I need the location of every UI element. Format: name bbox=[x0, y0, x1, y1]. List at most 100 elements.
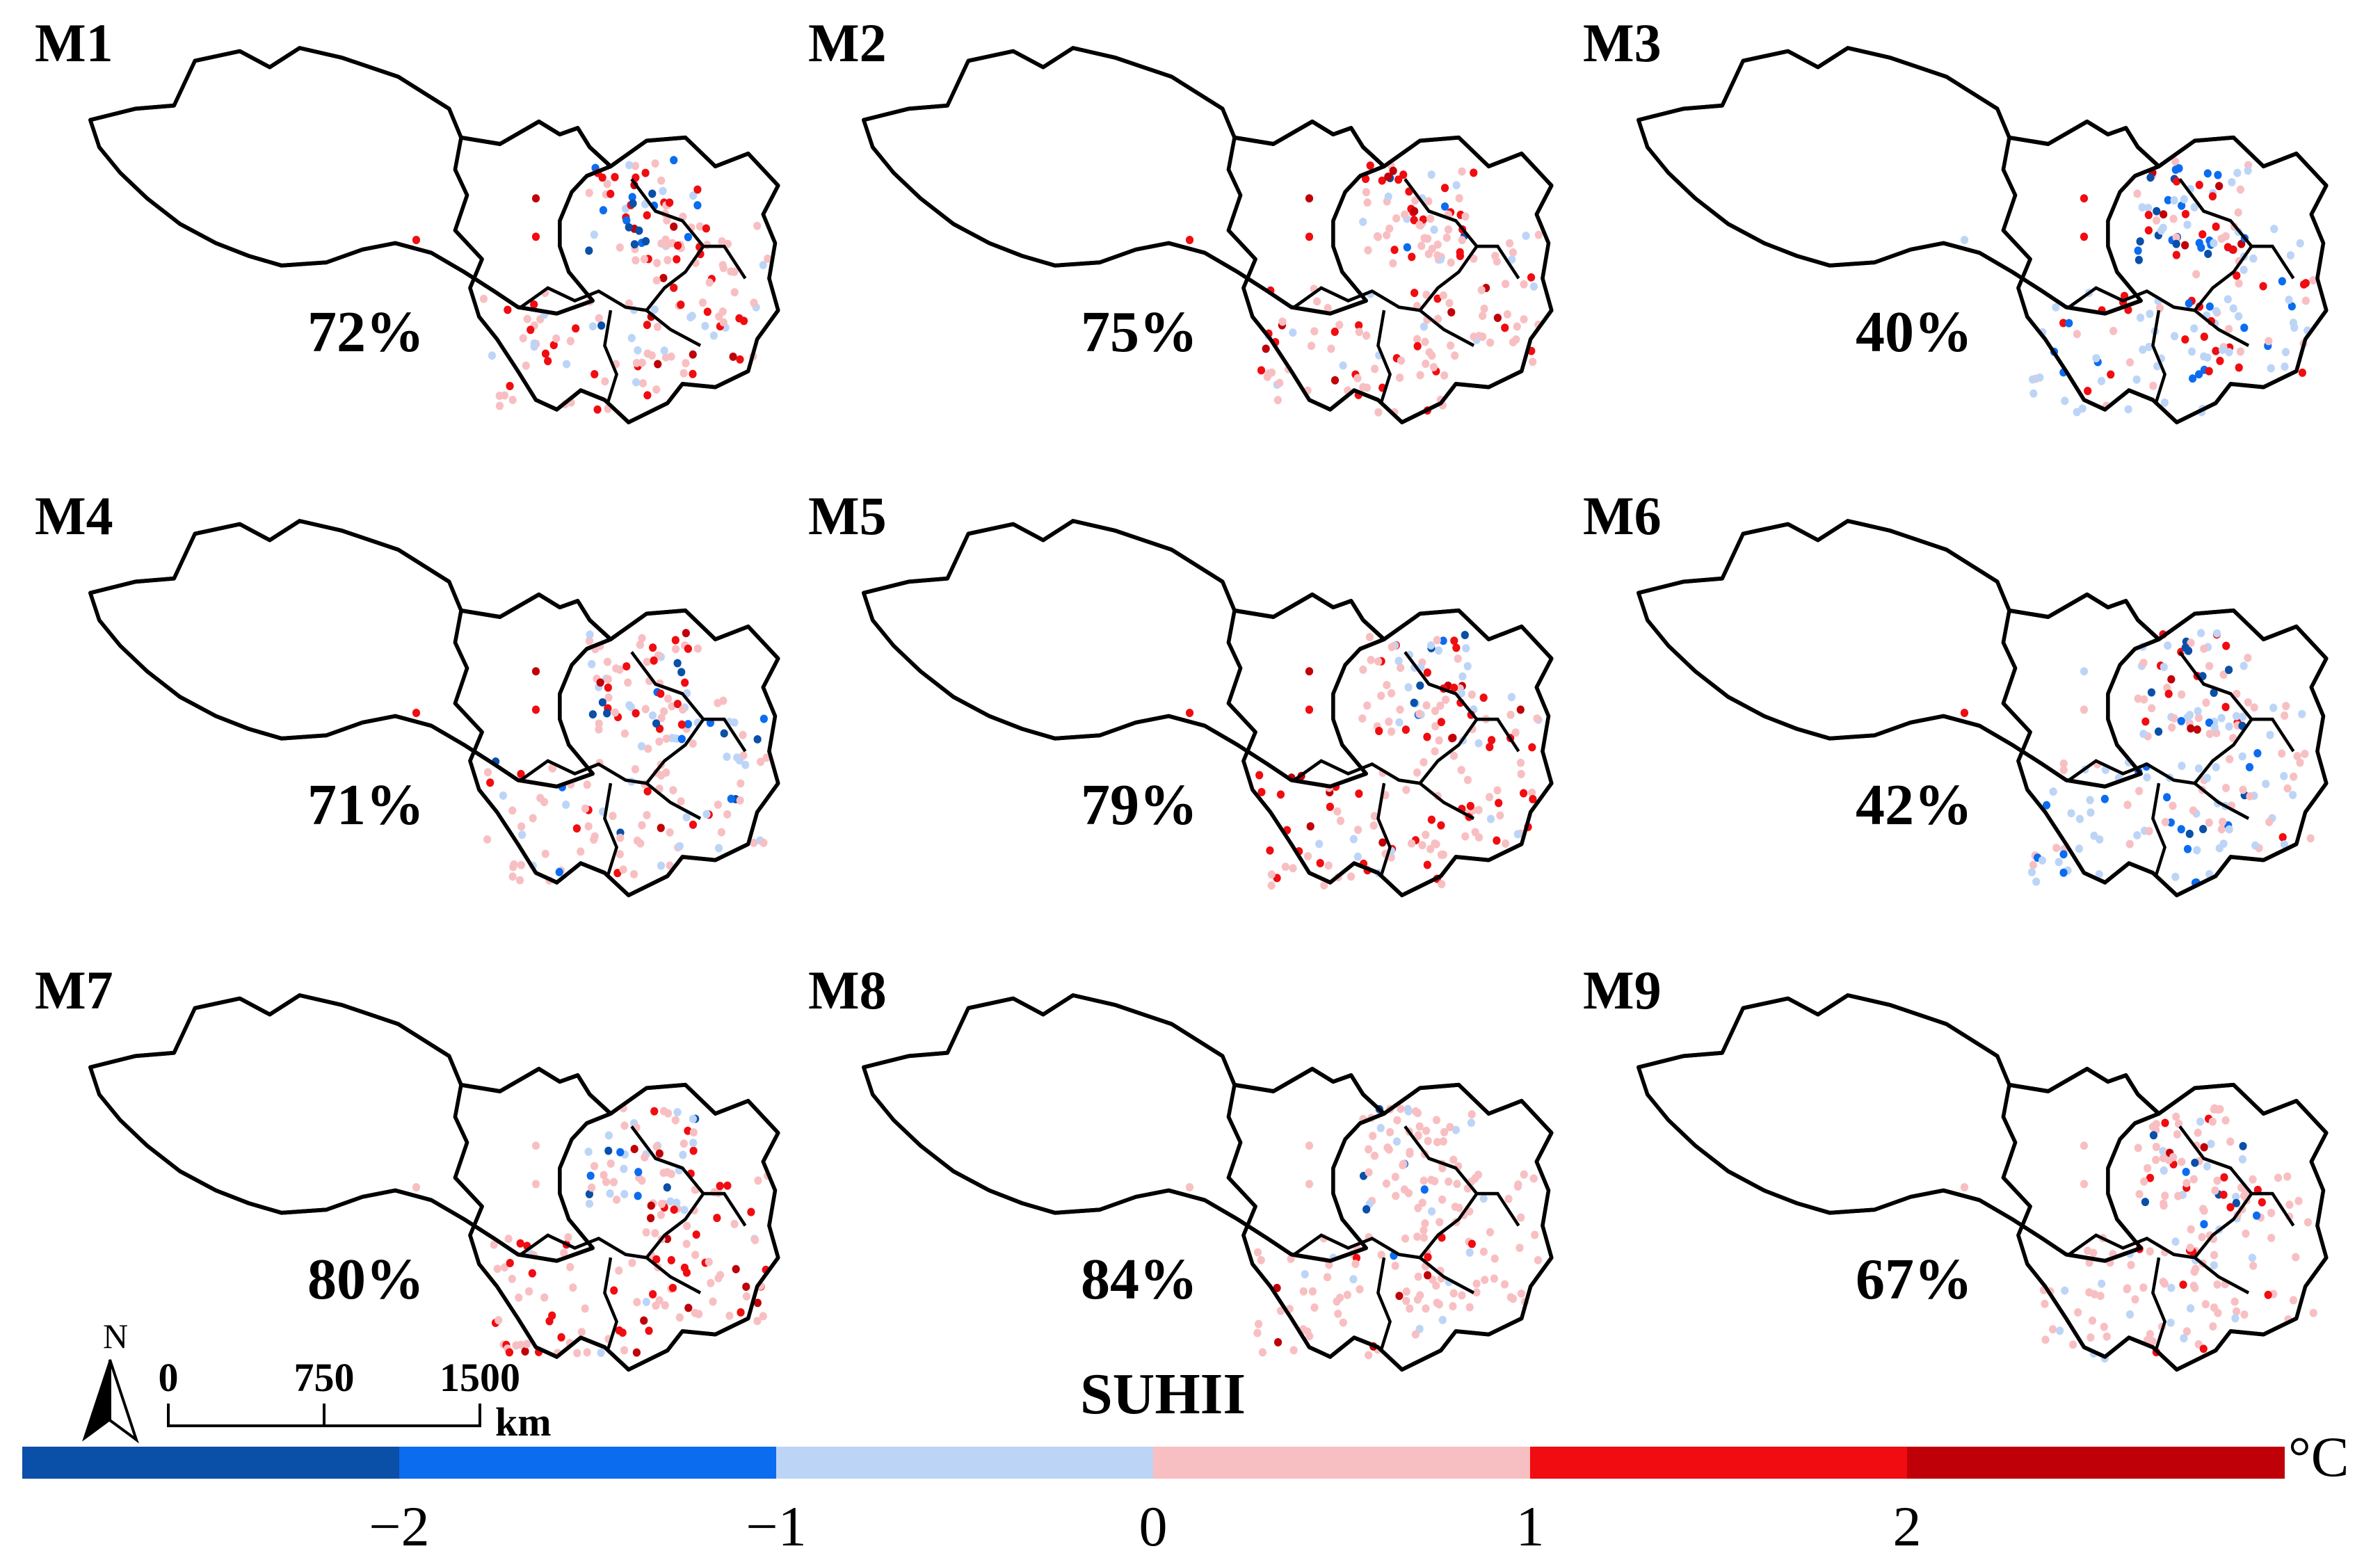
city-point bbox=[640, 255, 648, 264]
city-point bbox=[1435, 1300, 1443, 1309]
colorbar: SUHII −2 −1 0 1 2 °C bbox=[22, 1362, 2349, 1558]
city-point bbox=[2232, 1198, 2240, 1207]
city-point bbox=[1422, 830, 1430, 839]
city-point bbox=[2197, 629, 2205, 638]
city-point bbox=[618, 1328, 627, 1337]
map-panel-m7: M7 80% bbox=[35, 960, 778, 1369]
city-point bbox=[562, 801, 570, 809]
scale-bar-tick-label: 0 bbox=[159, 1355, 179, 1400]
city-point bbox=[679, 1150, 687, 1159]
city-point bbox=[2172, 239, 2180, 248]
city-point bbox=[2199, 1344, 2208, 1353]
panel-label: M3 bbox=[1583, 13, 1662, 73]
city-point bbox=[628, 1258, 636, 1267]
city-point bbox=[1501, 839, 1510, 848]
city-point bbox=[531, 1141, 540, 1150]
city-point bbox=[634, 1191, 642, 1200]
city-point bbox=[663, 1168, 672, 1177]
city-point bbox=[2229, 304, 2237, 313]
city-point bbox=[2164, 195, 2172, 204]
city-point bbox=[2293, 752, 2301, 761]
city-point bbox=[1462, 644, 1470, 653]
city-point bbox=[2080, 667, 2089, 676]
city-point bbox=[500, 1263, 509, 1272]
city-point bbox=[2173, 1130, 2182, 1139]
city-point bbox=[2185, 829, 2194, 838]
city-point bbox=[2212, 346, 2220, 355]
city-point bbox=[2164, 689, 2173, 698]
city-point bbox=[2152, 1120, 2160, 1129]
city-point bbox=[1262, 344, 1270, 353]
city-point bbox=[572, 824, 581, 833]
city-point bbox=[625, 161, 634, 170]
city-point bbox=[2269, 703, 2278, 712]
city-point bbox=[653, 259, 661, 268]
city-point bbox=[666, 198, 674, 207]
city-point bbox=[566, 1262, 574, 1271]
city-point bbox=[585, 246, 593, 255]
city-point bbox=[2100, 794, 2109, 803]
city-point bbox=[620, 729, 629, 738]
city-point bbox=[2213, 629, 2221, 638]
city-point bbox=[2171, 157, 2180, 166]
city-point bbox=[2190, 203, 2198, 212]
city-point bbox=[1326, 803, 1334, 811]
city-point bbox=[2230, 1297, 2239, 1306]
colorbar-tick-label: 2 bbox=[1893, 1495, 1922, 1558]
city-point bbox=[504, 305, 512, 314]
city-point bbox=[2160, 398, 2169, 407]
city-point bbox=[677, 668, 686, 677]
city-point bbox=[703, 307, 711, 316]
city-point bbox=[2146, 310, 2154, 319]
city-point bbox=[1424, 197, 1433, 206]
city-point bbox=[2225, 348, 2233, 357]
city-point bbox=[1349, 1275, 1358, 1284]
city-point bbox=[2250, 703, 2258, 712]
city-point bbox=[1415, 709, 1424, 718]
city-point bbox=[2205, 818, 2213, 827]
city-point bbox=[1408, 252, 1416, 262]
city-point bbox=[2225, 325, 2233, 334]
city-point bbox=[1449, 733, 1457, 742]
city-point bbox=[2200, 352, 2208, 361]
city-point bbox=[2042, 801, 2051, 810]
city-point bbox=[1440, 184, 1449, 193]
city-point bbox=[613, 869, 622, 878]
city-point bbox=[2298, 368, 2306, 377]
city-point bbox=[620, 1164, 628, 1173]
city-point bbox=[1433, 636, 1441, 645]
city-point bbox=[2131, 1295, 2139, 1304]
city-point bbox=[1439, 850, 1447, 859]
city-point bbox=[1430, 225, 1438, 234]
city-point bbox=[747, 1207, 755, 1216]
city-point bbox=[1399, 170, 1408, 179]
city-point bbox=[689, 369, 697, 378]
city-point bbox=[1415, 220, 1424, 230]
city-point bbox=[698, 298, 707, 307]
city-point bbox=[1387, 727, 1396, 736]
city-point bbox=[1447, 307, 1456, 316]
city-point bbox=[1431, 747, 1439, 756]
city-point bbox=[1431, 839, 1439, 848]
city-point bbox=[654, 360, 662, 369]
city-point bbox=[2233, 271, 2241, 280]
city-point bbox=[2236, 185, 2244, 194]
city-point bbox=[1343, 1290, 1351, 1299]
city-point bbox=[2169, 214, 2178, 223]
city-point bbox=[759, 261, 767, 270]
city-point bbox=[1356, 1285, 1364, 1294]
city-point bbox=[2208, 192, 2217, 201]
city-point bbox=[2170, 332, 2179, 341]
city-point bbox=[604, 1131, 613, 1140]
city-point bbox=[2167, 1283, 2176, 1292]
city-point bbox=[1440, 1127, 1449, 1136]
city-point bbox=[2052, 844, 2061, 853]
city-point bbox=[2211, 1186, 2219, 1195]
city-point bbox=[2135, 787, 2144, 796]
city-point bbox=[1414, 1203, 1422, 1212]
city-point bbox=[652, 276, 661, 285]
city-point bbox=[2225, 722, 2233, 731]
city-point bbox=[650, 305, 659, 314]
city-point bbox=[677, 797, 685, 806]
city-point bbox=[1508, 255, 1516, 264]
